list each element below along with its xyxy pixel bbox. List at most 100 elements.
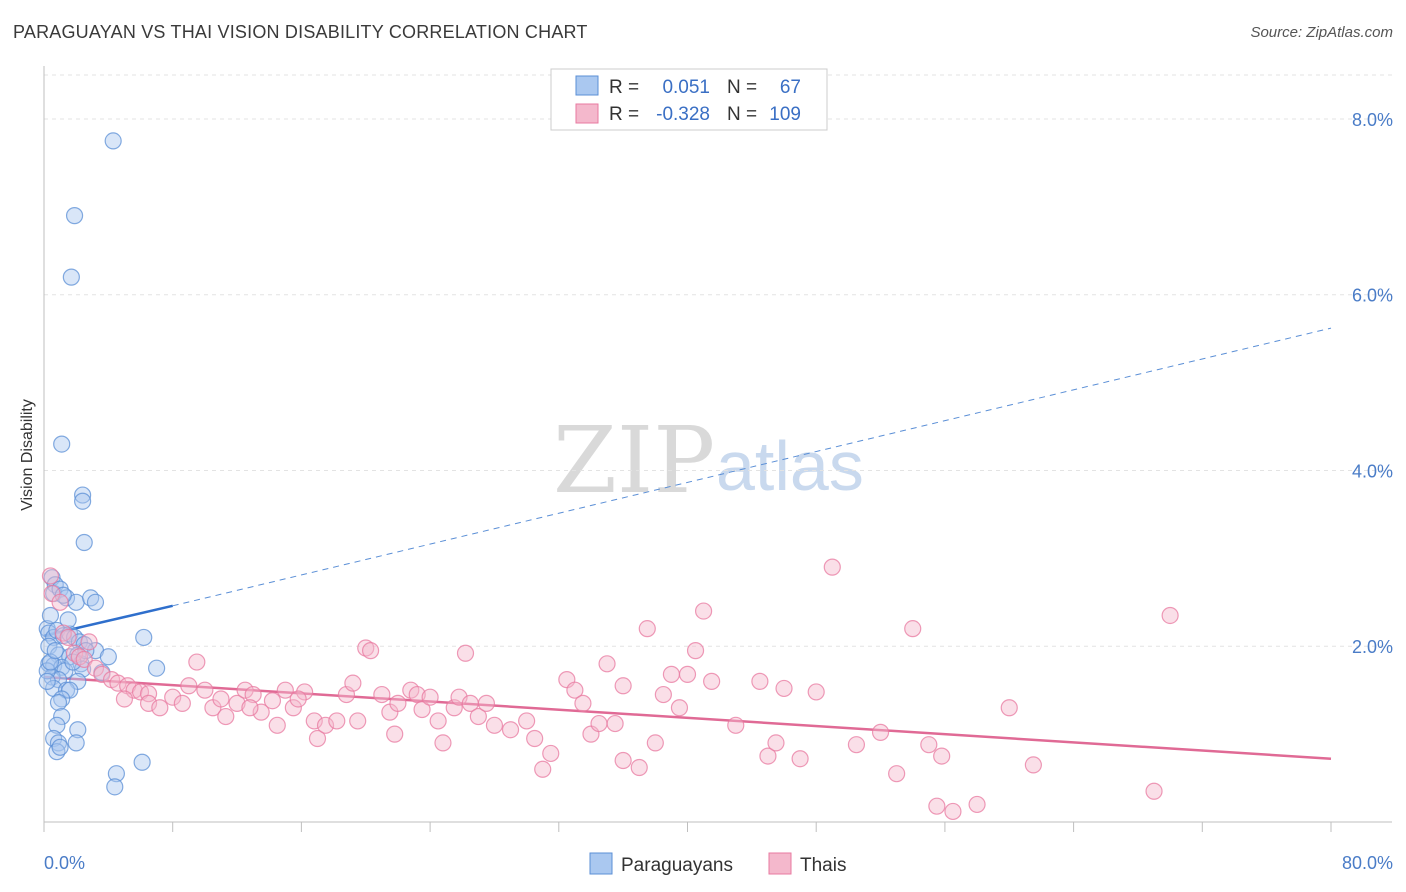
- chart-title: PARAGUAYAN VS THAI VISION DISABILITY COR…: [13, 22, 588, 42]
- series-legend-swatch-paraguayans: [589, 852, 613, 875]
- point-thais: [252, 703, 270, 721]
- point-thais: [344, 674, 362, 692]
- point-thais: [670, 699, 689, 717]
- legend-r-label-1: R =: [609, 77, 639, 98]
- point-thais: [759, 747, 777, 765]
- point-paraguayans: [59, 611, 77, 629]
- point-thais: [109, 674, 127, 692]
- point-thais: [469, 707, 487, 726]
- point-thais: [534, 760, 552, 778]
- point-paraguayans: [53, 435, 71, 453]
- point-thais: [373, 685, 391, 704]
- point-thais: [241, 699, 259, 717]
- point-thais: [289, 690, 307, 708]
- point-paraguayans: [49, 693, 68, 712]
- point-thais: [413, 700, 431, 719]
- point-thais: [646, 734, 664, 752]
- trend-paraguayans-extended: [172, 327, 1332, 607]
- point-thais: [614, 751, 632, 770]
- y-tick-label: 2.0%: [1352, 637, 1393, 657]
- point-thais: [70, 648, 88, 666]
- point-thais: [361, 642, 380, 660]
- point-thais: [823, 558, 841, 576]
- point-thais: [41, 567, 60, 585]
- trend-lines: [43, 327, 1332, 760]
- point-thais: [518, 712, 536, 730]
- point-thais: [751, 672, 769, 690]
- point-thais: [678, 665, 697, 683]
- point-thais: [456, 644, 475, 662]
- legend-swatch-paraguayans: [575, 75, 599, 96]
- x-tick-label-max: 80.0%: [1342, 853, 1393, 873]
- point-thais: [263, 692, 282, 710]
- y-tick-labels: 2.0% 4.0% 6.0% 8.0%: [1352, 110, 1393, 657]
- legend-n-label-1: N =: [727, 77, 757, 98]
- series-legend-label-paraguayans: Paraguayans: [621, 855, 733, 876]
- legend-swatch-thais: [575, 103, 599, 124]
- point-thais: [212, 690, 230, 708]
- point-thais: [316, 716, 335, 734]
- point-thais: [485, 716, 504, 734]
- series-legend-swatch-thais: [768, 852, 792, 875]
- y-tick-label: 4.0%: [1352, 461, 1393, 481]
- point-paraguayans: [48, 716, 66, 734]
- point-paraguayans: [65, 207, 84, 225]
- point-thais: [694, 602, 713, 620]
- point-thais: [389, 694, 407, 712]
- point-thais: [236, 681, 254, 699]
- point-thais: [196, 681, 214, 699]
- point-thais: [1000, 699, 1018, 717]
- point-thais: [662, 665, 681, 683]
- legend-n-label-2: N =: [727, 104, 757, 125]
- point-thais: [115, 690, 134, 708]
- point-paraguayans: [133, 753, 151, 771]
- point-thais: [904, 620, 922, 638]
- point-thais: [328, 712, 346, 730]
- point-thais: [944, 802, 962, 821]
- axes: [43, 66, 1392, 832]
- point-thais: [928, 797, 946, 815]
- point-thais: [1024, 756, 1042, 774]
- point-thais: [51, 593, 69, 611]
- watermark: ZIP atlas: [553, 407, 864, 514]
- point-paraguayans: [53, 707, 71, 726]
- point-thais: [638, 620, 656, 638]
- point-thais: [93, 665, 111, 683]
- point-thais: [217, 707, 235, 726]
- point-paraguayans: [148, 659, 166, 677]
- point-thais: [775, 679, 793, 698]
- point-thais: [296, 683, 314, 701]
- point-thais: [566, 681, 584, 699]
- point-thais: [445, 699, 463, 717]
- point-thais: [630, 758, 648, 777]
- point-thais: [276, 681, 294, 699]
- point-paraguayans: [107, 765, 125, 783]
- point-thais: [767, 734, 785, 752]
- point-thais: [477, 694, 496, 712]
- point-paraguayans: [77, 642, 95, 660]
- point-paraguayans: [74, 486, 92, 504]
- point-paraguayans: [69, 721, 87, 739]
- point-thais: [357, 639, 375, 657]
- point-paraguayans: [99, 648, 117, 666]
- point-paraguayans: [62, 268, 80, 286]
- point-thais: [1145, 782, 1163, 800]
- point-paraguayans: [67, 734, 85, 752]
- point-paraguayans: [41, 606, 60, 625]
- point-thais: [526, 729, 544, 748]
- point-thais: [933, 747, 951, 765]
- point-thais: [542, 744, 560, 763]
- watermark-zip: ZIP: [553, 407, 715, 514]
- point-thais: [654, 685, 672, 704]
- point-thais: [308, 729, 327, 748]
- point-thais: [349, 712, 367, 730]
- point-thais: [871, 723, 890, 741]
- point-thais: [268, 716, 286, 734]
- point-thais: [590, 714, 608, 733]
- point-thais: [686, 642, 705, 660]
- chart-source: Source: ZipAtlas.com: [1250, 24, 1393, 41]
- x-tick-labels: 0.0% 80.0%: [44, 853, 1393, 873]
- point-thais: [164, 688, 182, 706]
- legend-r-value-1: 0.051: [662, 77, 710, 98]
